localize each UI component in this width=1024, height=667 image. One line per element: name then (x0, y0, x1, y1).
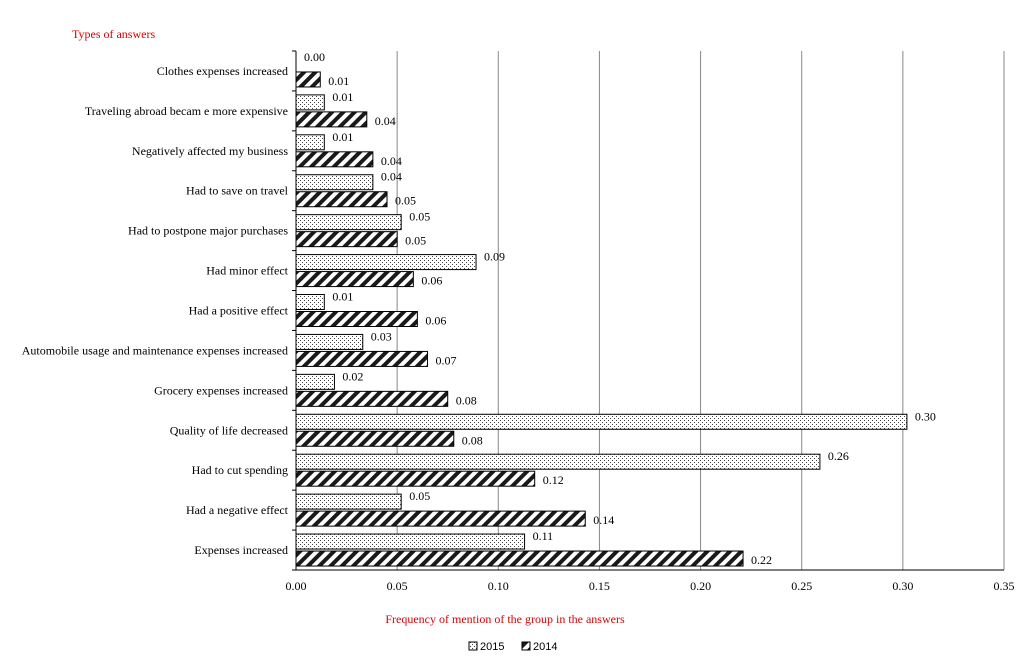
category-label: Had to postpone major purchases (128, 224, 288, 238)
data-label: 0.04 (381, 154, 402, 168)
data-label: 0.08 (462, 433, 483, 447)
data-label: 0.01 (332, 90, 353, 104)
gridlines (292, 50, 1005, 571)
x-tick-label: 0.30 (892, 579, 913, 593)
category-label: Expenses increased (194, 543, 288, 557)
bar-2014 (295, 550, 744, 567)
data-label: 0.06 (421, 274, 442, 288)
bar-2014 (295, 271, 414, 288)
x-tick-label: 0.05 (387, 579, 408, 593)
category-label: Quality of life decreased (170, 423, 288, 437)
y-axis-title: Types of answers (72, 27, 155, 41)
category-label: Had to save on travel (186, 184, 289, 198)
data-label: 0.05 (409, 210, 430, 224)
data-label: 0.11 (533, 529, 554, 543)
bar-2014 (295, 231, 398, 248)
x-tick-label: 0.15 (589, 579, 610, 593)
data-label: 0.00 (304, 50, 325, 64)
data-label: 0.22 (751, 553, 772, 567)
category-label: Had to cut spending (192, 463, 288, 477)
data-label: 0.12 (543, 473, 564, 487)
data-label: 0.02 (342, 369, 363, 383)
bar-2015 (295, 453, 821, 470)
bar-2014 (295, 510, 586, 527)
data-label: 0.26 (828, 449, 849, 463)
bar-2014 (295, 311, 418, 327)
legend-swatch-2014 (521, 641, 531, 651)
bar-2015 (295, 94, 325, 111)
bar-2015 (295, 214, 402, 231)
legend-swatch-2015 (468, 641, 478, 651)
bar-2015 (295, 413, 908, 430)
bar-2014 (295, 470, 536, 487)
data-label: 0.05 (405, 234, 426, 248)
bar-2014 (295, 350, 428, 367)
bars (295, 71, 908, 567)
legend-label: 2015 (480, 641, 504, 653)
data-label: 0.01 (328, 74, 349, 88)
data-label: 0.14 (593, 513, 614, 527)
data-label: 0.05 (395, 194, 416, 208)
category-label: Clothes expenses increased (157, 64, 288, 78)
x-tick-label: 0.20 (690, 579, 711, 593)
data-label: 0.30 (915, 409, 936, 423)
legend-label: 2014 (533, 641, 557, 653)
bar-2015 (295, 254, 477, 271)
data-label: 0.07 (435, 353, 456, 367)
category-label: Had a negative effect (186, 503, 289, 517)
legend: 2015 2014 (468, 641, 557, 653)
data-label: 0.01 (332, 130, 353, 144)
x-tick-label: 0.10 (488, 579, 509, 593)
category-label: Grocery expenses increased (154, 383, 288, 397)
bar-2015 (295, 174, 374, 191)
bar-2014 (295, 191, 388, 208)
bar-2014 (295, 71, 321, 88)
bar-2014 (295, 390, 449, 407)
category-label: Had a positive effect (189, 304, 289, 318)
labels: 0.00 0.05 0.10 0.15 0.20 0.25 0.30 0.35 Clothes … (22, 50, 1015, 593)
data-label: 0.08 (456, 393, 477, 407)
bar-2015 (295, 294, 325, 310)
category-label: Traveling abroad becam e more expensive (85, 104, 288, 118)
data-label: 0.04 (375, 114, 396, 128)
bar-2015 (295, 134, 325, 151)
category-label: Automobile usage and maintenance expense… (22, 343, 288, 357)
category-label: Negatively affected my business (132, 144, 288, 158)
data-label: 0.03 (371, 329, 392, 343)
data-label: 0.01 (332, 290, 353, 304)
bar-2015 (295, 373, 335, 390)
category-label: Had minor effect (206, 264, 288, 278)
x-axis-title: Frequency of mention of the group in the… (385, 612, 625, 626)
data-label: 0.04 (381, 170, 402, 184)
data-label: 0.06 (425, 314, 446, 328)
bar-2015 (295, 493, 402, 510)
bar-2015 (295, 333, 364, 350)
x-tick-label: 0.35 (994, 579, 1015, 593)
bar-2014 (295, 111, 368, 128)
x-tick-label: 0.25 (791, 579, 812, 593)
x-tick-label: 0.00 (286, 579, 307, 593)
bar-2014 (295, 151, 374, 168)
bar-2015 (295, 533, 526, 550)
data-label: 0.09 (484, 250, 505, 264)
data-label: 0.05 (409, 489, 430, 503)
bar-2014 (295, 430, 455, 447)
